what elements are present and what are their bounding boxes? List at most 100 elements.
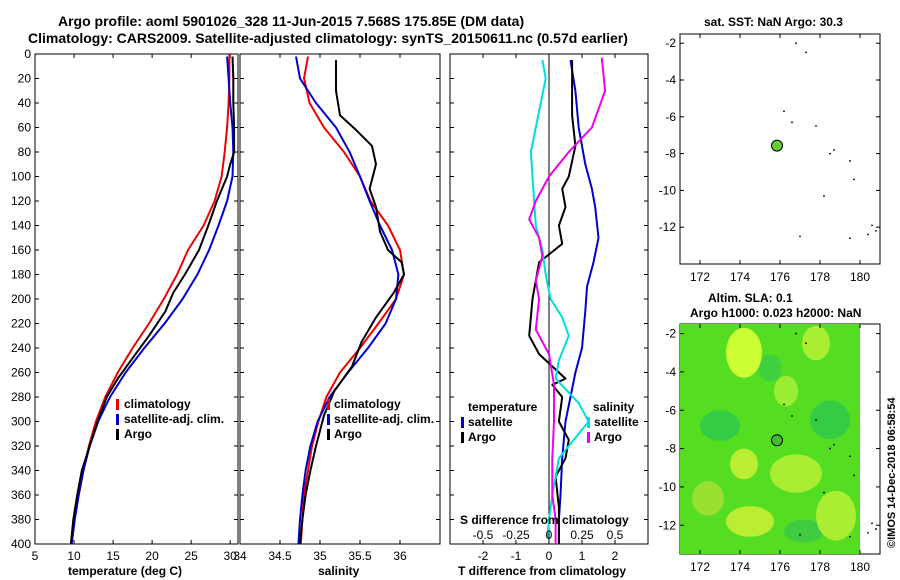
- legend-label: Argo: [594, 430, 622, 444]
- depth-tick-label: 60: [18, 121, 32, 135]
- land-speck: [849, 535, 851, 538]
- legend-label: climatology: [334, 397, 401, 411]
- sla-low-patch: [784, 519, 824, 543]
- depth-tick-label: 100: [11, 170, 31, 184]
- legend-swatch: [116, 399, 119, 410]
- sst-map-title: sat. SST: NaN Argo: 30.3: [704, 15, 843, 29]
- legend-label: Argo: [468, 430, 496, 444]
- map-x-tick-label: 178: [810, 270, 830, 284]
- sla-high-patch: [816, 490, 856, 541]
- map-y-tick-label: -6: [665, 403, 676, 417]
- series-line-salinity-argo: [528, 57, 607, 544]
- land-speck: [875, 229, 877, 232]
- legend-swatch: [327, 429, 330, 440]
- x-tick-label: 5: [32, 549, 39, 563]
- land-speck: [829, 447, 831, 450]
- land-speck: [791, 415, 793, 417]
- series-line-temperature-argo: [528, 60, 577, 544]
- depth-tick-label: 180: [11, 268, 31, 282]
- salinity-xlabel: salinity: [318, 564, 360, 578]
- land-speck: [783, 403, 785, 406]
- sla-map-title-line1: Altim. SLA: 0.1: [708, 291, 793, 305]
- depth-tick-label: 40: [18, 96, 32, 110]
- figure-title-line1: Argo profile: aoml 5901026_328 11-Jun-20…: [58, 13, 524, 29]
- land-speck: [815, 418, 817, 421]
- x-tick-label: 34.5: [268, 549, 292, 563]
- map-y-tick-label: -4: [665, 73, 676, 87]
- x-tick-label: 34: [233, 549, 247, 563]
- land-speck: [795, 332, 797, 335]
- land-speck: [799, 235, 801, 238]
- land-speck: [815, 125, 817, 127]
- land-speck: [849, 237, 851, 240]
- depth-tick-label: 260: [11, 366, 31, 380]
- land-speck: [853, 178, 855, 181]
- salinity-panel: 34 34.5 35 35.5 36 climatologysatellite-adj. …: [233, 53, 441, 578]
- difference-xlabel: T difference from climatology: [458, 564, 626, 578]
- legend-swatch: [587, 432, 590, 443]
- land-speck: [867, 233, 869, 236]
- x-tick-label: 20: [145, 549, 159, 563]
- legend-label: satellite: [468, 415, 513, 429]
- sla-high-patch: [692, 481, 724, 516]
- x-tick-label: 30: [224, 549, 238, 563]
- legend-swatch: [461, 417, 464, 428]
- map-x-tick-label: 172: [690, 560, 710, 574]
- sla-high-patch: [774, 375, 798, 407]
- legend-label: Argo: [334, 427, 362, 441]
- depth-tick-label: 20: [18, 72, 32, 86]
- land-speck: [823, 195, 825, 197]
- depth-tick-label: 240: [11, 341, 31, 355]
- legend-swatch: [116, 414, 119, 425]
- land-speck: [833, 149, 835, 151]
- land-speck: [849, 455, 851, 458]
- map-x-tick-label: 180: [850, 560, 870, 574]
- land-speck: [871, 522, 873, 525]
- map-x-tick-label: 172: [690, 270, 710, 284]
- map-y-tick-label: -8: [665, 442, 676, 456]
- sla-high-patch: [802, 325, 830, 361]
- depth-tick-label: 300: [11, 415, 31, 429]
- sla-low-patch: [700, 410, 740, 441]
- land-speck: [849, 160, 851, 162]
- map-y-tick-label: -2: [665, 36, 676, 50]
- depth-tick-label: 360: [11, 488, 31, 502]
- legend-swatch: [327, 414, 330, 425]
- map-y-tick-label: -12: [659, 220, 677, 234]
- s-difference-tick-label: -0.5: [473, 528, 494, 542]
- salinity-plot: 34 34.5 35 35.5 36 climatologysatellite-adj. …: [233, 54, 434, 563]
- map-y-tick-label: -12: [659, 518, 677, 532]
- sla-map-panel: Altim. SLA: 0.1 Argo h1000: 0.023 h2000:…: [659, 291, 881, 574]
- x-tick-label: 15: [106, 549, 120, 563]
- sla-high-patch: [770, 454, 822, 493]
- x-tick-label: 36: [393, 549, 407, 563]
- depth-tick-label: 140: [11, 219, 31, 233]
- series-line-satellite-adj-clim-: [70, 56, 235, 545]
- map-y-tick-label: -8: [665, 147, 676, 161]
- map-x-tick-label: 174: [730, 270, 750, 284]
- map-x-tick-label: 176: [770, 270, 790, 284]
- land-speck: [805, 342, 807, 345]
- map-y-tick-label: -10: [659, 480, 677, 494]
- depth-tick-label: 160: [11, 243, 31, 257]
- depth-tick-label: 80: [18, 145, 32, 159]
- map-x-tick-label: 176: [770, 560, 790, 574]
- x-tick-label: 2: [612, 549, 619, 563]
- x-tick-label: 1: [579, 549, 586, 563]
- x-tick-label: 35.5: [348, 549, 372, 563]
- depth-tick-label: 200: [11, 292, 31, 306]
- difference-top-axis-label: S difference from climatology: [460, 513, 629, 527]
- s-difference-tick-label: 0: [546, 528, 553, 542]
- s-difference-tick-label: 0.25: [570, 528, 594, 542]
- land-speck: [795, 42, 797, 45]
- depth-tick-label: 280: [11, 390, 31, 404]
- legend-swatch: [116, 429, 119, 440]
- imos-credit: ©IMOS 14-Dec-2018 06:58:54: [886, 397, 898, 548]
- legend-title-temperature: temperature: [468, 400, 538, 414]
- sla-high-patch: [726, 327, 762, 378]
- legend-swatch: [461, 432, 464, 443]
- legend-swatch: [327, 399, 330, 410]
- difference-plot: -2 -1 0 1 2 -0.5 -0.25 0 0.25 0.5 temperature salin…: [461, 54, 639, 563]
